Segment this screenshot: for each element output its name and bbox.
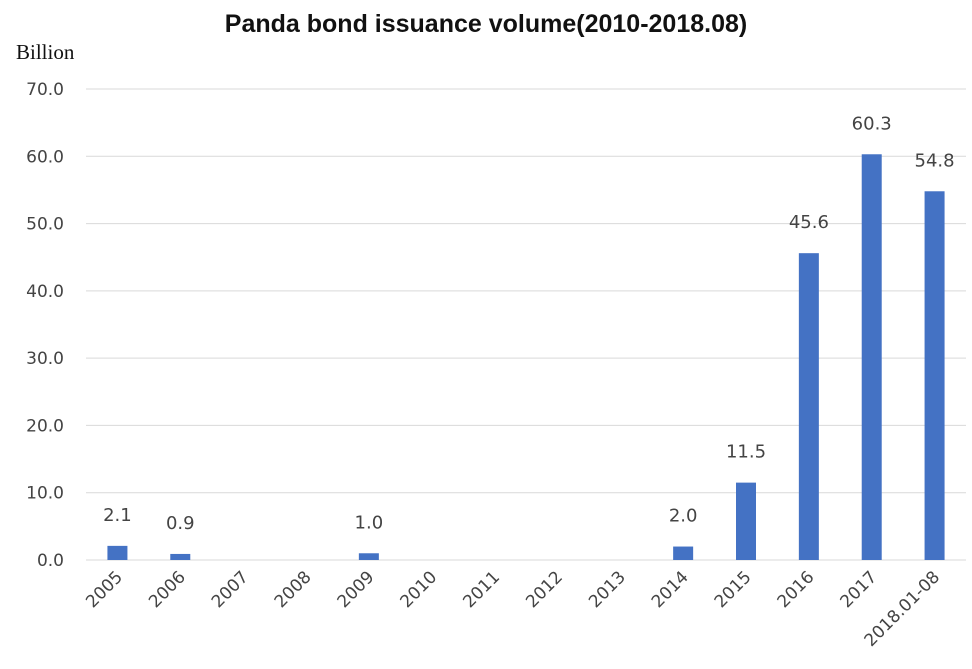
x-tick-label: 2006 — [145, 567, 190, 612]
x-tick-label: 2012 — [522, 567, 567, 612]
y-tick-label: 70.0 — [26, 80, 64, 100]
data-label: 60.3 — [852, 113, 892, 134]
y-tick-label: 10.0 — [26, 484, 64, 504]
y-axis-ticks: 0.0 10.0 20.0 30.0 40.0 50.0 60.0 70.0 — [26, 80, 64, 571]
data-labels: 2.1 0.9 1.0 2.0 11.5 45.6 60.3 54.8 — [103, 113, 955, 534]
x-tick-label: 2013 — [585, 567, 630, 612]
y-tick-label: 50.0 — [26, 215, 64, 235]
x-tick-label: 2009 — [334, 567, 379, 612]
y-tick-label: 60.0 — [26, 147, 64, 167]
x-axis-ticks: 2005 2006 2007 2008 2009 2010 2011 2012 2013 2014… — [82, 567, 944, 650]
data-label: 1.0 — [355, 512, 384, 533]
bar — [170, 553, 191, 560]
data-label: 0.9 — [166, 513, 195, 534]
data-label: 45.6 — [789, 212, 829, 233]
y-tick-label: 20.0 — [26, 416, 64, 436]
x-tick-label: 2011 — [459, 567, 504, 612]
data-label: 2.0 — [669, 506, 698, 527]
bar — [673, 546, 694, 560]
bar — [107, 545, 128, 560]
x-tick-label: 2008 — [271, 567, 316, 612]
bar — [924, 191, 945, 560]
x-tick-label: 2005 — [82, 567, 127, 612]
bars — [107, 154, 945, 561]
x-tick-label: 2016 — [774, 567, 819, 612]
bar — [736, 482, 756, 560]
x-tick-label: 2014 — [648, 567, 693, 612]
y-tick-label: 0.0 — [37, 551, 64, 571]
data-label: 11.5 — [726, 442, 766, 463]
x-tick-label: 2007 — [208, 567, 253, 612]
bar — [798, 253, 819, 561]
y-axis-unit-label: Billion — [16, 40, 75, 64]
bar — [358, 553, 379, 560]
y-tick-label: 30.0 — [26, 349, 64, 369]
data-label: 54.8 — [915, 150, 955, 171]
gridlines — [86, 88, 966, 561]
data-label: 2.1 — [103, 505, 132, 526]
x-tick-label: 2015 — [711, 567, 756, 612]
chart-title: Panda bond issuance volume(2010-2018.08) — [224, 10, 748, 38]
x-tick-label: 2017 — [837, 567, 882, 612]
x-tick-label: 2010 — [397, 567, 442, 612]
bar — [861, 154, 882, 560]
y-tick-label: 40.0 — [26, 282, 64, 302]
